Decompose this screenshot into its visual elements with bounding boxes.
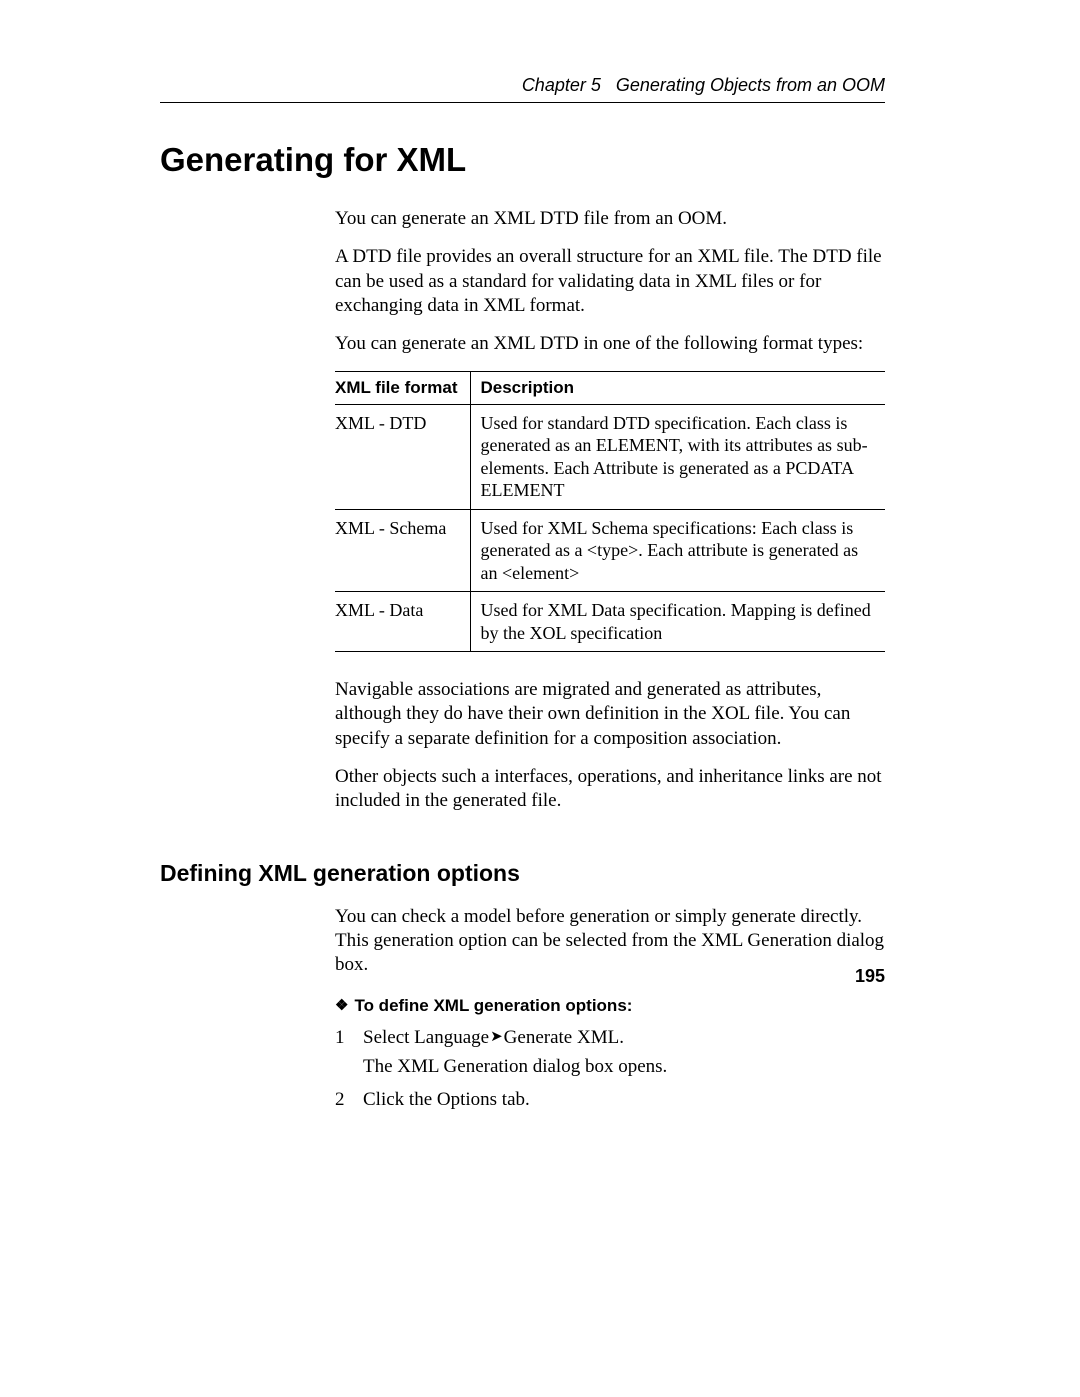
xml-format-table: XML file format Description XML - DTD Us… <box>335 371 885 653</box>
table-row: XML - Data Used for XML Data specificati… <box>335 592 885 652</box>
step-2: 2 Click the Options tab. <box>335 1088 885 1113</box>
table-header-desc: Description <box>470 371 885 404</box>
post-table-para-2: Other objects such a interfaces, operati… <box>335 765 885 814</box>
cell-format: XML - Data <box>335 592 470 652</box>
chapter-label: Chapter 5 <box>522 75 601 95</box>
step-1: 1 Select Language➤Generate XML. <box>335 1026 885 1051</box>
section-intro: You can check a model before generation … <box>335 905 885 978</box>
section-body: You can check a model before generation … <box>335 905 885 1113</box>
arrow-icon: ➤ <box>490 1029 503 1045</box>
intro-para-1: You can generate an XML DTD file from an… <box>335 207 885 231</box>
post-table-para-1: Navigable associations are migrated and … <box>335 678 885 751</box>
table-row: XML - DTD Used for standard DTD specific… <box>335 404 885 509</box>
intro-para-2: A DTD file provides an overall structure… <box>335 245 885 318</box>
page-title: Generating for XML <box>160 141 885 179</box>
step-text: Click the Options tab. <box>363 1088 885 1113</box>
cell-format: XML - DTD <box>335 404 470 509</box>
step-1-sub: The XML Generation dialog box opens. <box>363 1056 885 1078</box>
table-header-format: XML file format <box>335 371 470 404</box>
page-number: 195 <box>855 966 885 987</box>
step-number: 1 <box>335 1026 363 1051</box>
cell-format: XML - Schema <box>335 509 470 592</box>
step-1-post: Generate XML. <box>504 1027 624 1048</box>
header-divider <box>160 102 885 103</box>
table-row: XML - Schema Used for XML Schema specifi… <box>335 509 885 592</box>
body-content: You can generate an XML DTD file from an… <box>335 207 885 814</box>
intro-para-3: You can generate an XML DTD in one of th… <box>335 332 885 356</box>
cell-desc: Used for XML Schema specifications: Each… <box>470 509 885 592</box>
task-heading: ❖ To define XML generation options: <box>335 996 885 1016</box>
cell-desc: Used for XML Data specification. Mapping… <box>470 592 885 652</box>
step-1-pre: Select Language <box>363 1027 489 1048</box>
cell-desc: Used for standard DTD specification. Eac… <box>470 404 885 509</box>
section-heading: Defining XML generation options <box>160 860 885 887</box>
task-heading-text: To define XML generation options: <box>354 996 632 1015</box>
step-number: 2 <box>335 1088 363 1113</box>
diamond-icon: ❖ <box>335 997 348 1014</box>
chapter-title: Generating Objects from an OOM <box>616 75 885 95</box>
running-header: Chapter 5 Generating Objects from an OOM <box>160 75 885 96</box>
step-text: Select Language➤Generate XML. <box>363 1026 885 1051</box>
